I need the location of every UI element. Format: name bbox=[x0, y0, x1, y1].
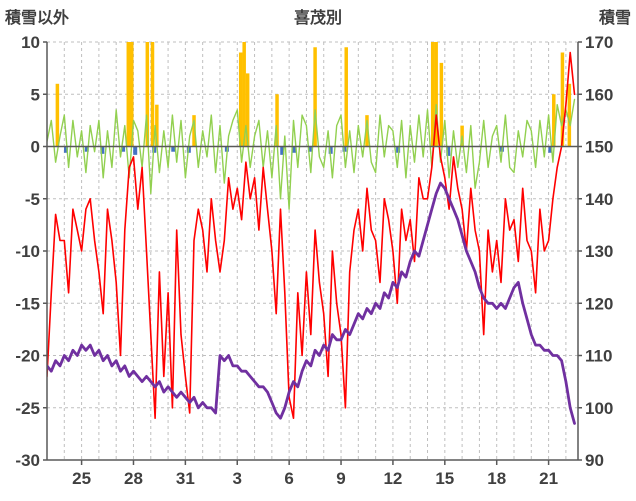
left-axis-tick-label: -30 bbox=[15, 451, 40, 470]
x-axis-tick-label: 6 bbox=[284, 469, 293, 488]
x-axis-tick-label: 28 bbox=[124, 469, 143, 488]
left-axis-tick-label: -10 bbox=[15, 242, 40, 261]
x-axis-tick-label: 25 bbox=[72, 469, 91, 488]
right-axis-tick-label: 130 bbox=[585, 242, 613, 261]
x-axis-tick-label: 18 bbox=[487, 469, 506, 488]
left-axis-tick-label: 0 bbox=[31, 138, 40, 157]
right-axis-tick-label: 100 bbox=[585, 399, 613, 418]
right-axis-tick-label: 90 bbox=[585, 451, 604, 470]
chart-title: 喜茂別 bbox=[293, 10, 342, 27]
series-purple-line bbox=[47, 181, 576, 425]
right-axis-tick-label: 140 bbox=[585, 190, 613, 209]
right-axis-title: 積雪 bbox=[598, 10, 631, 27]
left-axis-tick-label: -15 bbox=[15, 294, 40, 313]
left-axis-tick-label: -25 bbox=[15, 399, 40, 418]
x-axis-tick-label: 21 bbox=[539, 469, 558, 488]
x-axis-tick-label: 12 bbox=[383, 469, 402, 488]
right-axis-tick-label: 160 bbox=[585, 85, 613, 104]
left-axis-tick-label: -20 bbox=[15, 347, 40, 366]
right-axis-tick-label: 120 bbox=[585, 294, 613, 313]
series-group bbox=[47, 42, 576, 425]
left-axis-tick-label: 5 bbox=[31, 85, 40, 104]
x-axis-tick-label: 9 bbox=[336, 469, 345, 488]
right-axis-tick-label: 170 bbox=[585, 33, 613, 52]
series-green-line bbox=[47, 98, 576, 210]
series-red-line bbox=[47, 51, 576, 420]
left-axis-title: 積雪以外 bbox=[5, 10, 70, 27]
right-axis-tick-label: 150 bbox=[585, 138, 613, 157]
x-axis-tick-label: 15 bbox=[435, 469, 454, 488]
left-axis-tick-label: -5 bbox=[25, 190, 40, 209]
right-axis-tick-label: 110 bbox=[585, 347, 612, 366]
x-axis-tick-label: 31 bbox=[176, 469, 195, 488]
left-axis-tick-label: 10 bbox=[21, 33, 40, 52]
x-axis-tick-label: 3 bbox=[233, 469, 242, 488]
